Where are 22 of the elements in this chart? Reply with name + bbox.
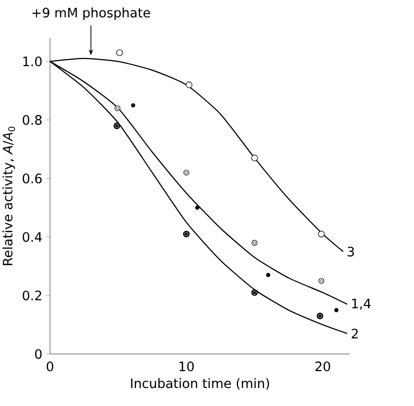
point <box>131 103 136 108</box>
x-tick-label: 10 <box>180 362 194 372</box>
point <box>334 308 338 312</box>
y-tick-label: 0.6 <box>22 174 42 184</box>
x-tick-label: 20 <box>315 362 330 372</box>
text: +9 mM phosphate <box>32 7 150 20</box>
y-tick-label: 0 <box>35 349 42 359</box>
y-tick-label: 0.2 <box>22 290 42 300</box>
point <box>251 154 258 162</box>
y-tick-label: 0.8 <box>22 115 42 125</box>
series-label: 1,4 <box>352 298 371 310</box>
point <box>266 272 270 278</box>
point <box>116 49 123 56</box>
series-label: 2 <box>352 328 358 338</box>
point <box>186 82 192 88</box>
x-tick-label: 0 <box>46 362 54 372</box>
point <box>195 206 200 210</box>
y-tick-label: 1.0 <box>23 56 42 66</box>
x-axis-title: Incubation time (min) <box>131 378 270 390</box>
y-tick-label: 0.4 <box>22 232 42 242</box>
series-label: 3 <box>348 246 354 256</box>
point <box>318 230 325 238</box>
